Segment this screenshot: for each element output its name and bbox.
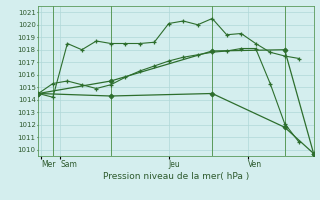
X-axis label: Pression niveau de la mer( hPa ): Pression niveau de la mer( hPa ) [103,172,249,181]
